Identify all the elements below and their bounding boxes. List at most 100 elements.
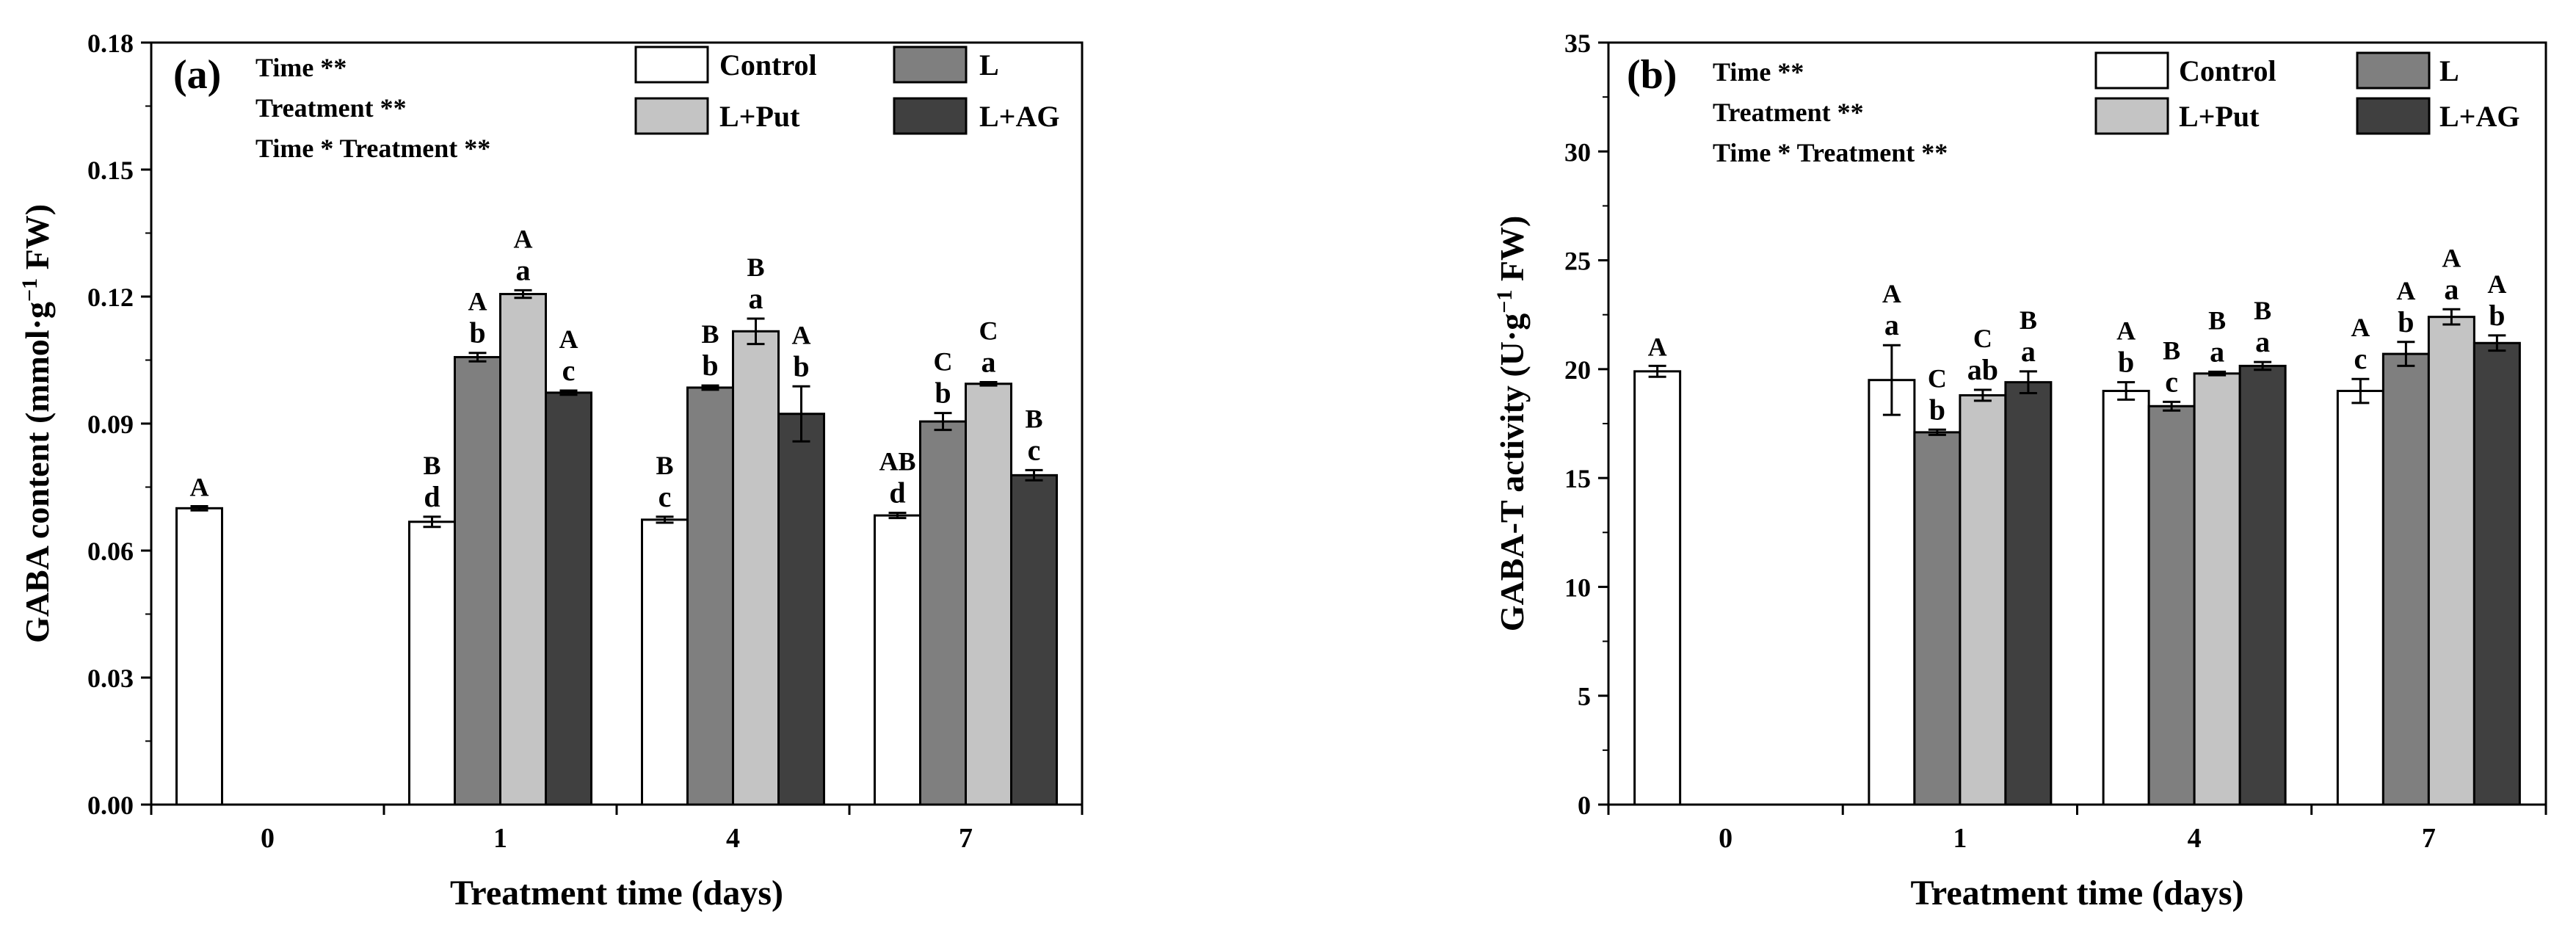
legend-swatch xyxy=(2356,97,2431,135)
panel-a-gaba-content: 0.00 0.03 0.06 0.09 0.12 0.15 0.18 0 1 4 7 Treatmen… xyxy=(18,29,1084,913)
x-tick-label: 4 xyxy=(2188,823,2202,854)
sig-letter-lower: ab xyxy=(1967,353,1998,386)
x-axis-title: Treatment time (days) xyxy=(450,874,783,913)
legend-swatch xyxy=(893,97,968,135)
x-tick-label: 0 xyxy=(261,823,275,854)
y-tick-label: 0.15 xyxy=(87,156,134,185)
bar xyxy=(777,413,825,806)
bar xyxy=(1010,474,1058,806)
sig-letter-lower: b xyxy=(2118,346,2134,379)
legend-swatch xyxy=(2094,51,2169,90)
sig-letter-upper: A xyxy=(1882,279,1901,308)
sig-letter-upper: AB xyxy=(879,447,915,476)
y-tick-label: 25 xyxy=(1564,247,1591,276)
sig-letter-upper: C xyxy=(1973,324,1992,353)
y-tick-label: 5 xyxy=(1578,682,1591,711)
sig-letter-upper: B xyxy=(701,319,719,349)
bar xyxy=(2147,404,2196,806)
y-axis-title-sup: −1 xyxy=(1492,290,1517,313)
bar xyxy=(686,386,734,806)
sig-letter-lower: c xyxy=(658,480,672,513)
sig-letter-lower: b xyxy=(1929,393,1945,426)
y-tick-label: 0.00 xyxy=(87,791,134,820)
bar xyxy=(499,293,547,806)
legend-label: L xyxy=(2439,54,2459,87)
sig-letter-upper: A xyxy=(2442,243,2461,272)
y-tick-label: 10 xyxy=(1564,573,1591,602)
legend-swatch xyxy=(634,46,709,84)
y-tick-label: 0 xyxy=(1578,791,1591,820)
bar xyxy=(1913,431,1962,806)
y-axis-title-suffix: FW) xyxy=(18,204,56,278)
y-axis-title-suffix: FW) xyxy=(1493,216,1531,290)
sig-letter-lower: b xyxy=(2489,299,2505,332)
x-tick-label: 7 xyxy=(2422,823,2436,854)
y-tick-label: 0.12 xyxy=(87,283,134,312)
legend-label: L+AG xyxy=(979,100,1059,133)
y-tick-label: 35 xyxy=(1564,29,1591,58)
legend-swatch xyxy=(2094,97,2169,135)
bar xyxy=(2193,372,2241,806)
legend-label: L+AG xyxy=(2439,100,2519,133)
sig-letter-upper: A xyxy=(468,287,487,316)
legend-label: L+Put xyxy=(2179,100,2260,133)
bar xyxy=(545,391,592,806)
sig-letter-lower: a xyxy=(2255,325,2270,358)
y-tick-label: 30 xyxy=(1564,137,1591,167)
y-tick-label: 0.06 xyxy=(87,537,134,566)
stats-line: Treatment ** xyxy=(1713,98,1864,127)
sig-letter-upper: B xyxy=(2163,335,2180,365)
bar xyxy=(732,330,780,806)
sig-letter-upper: C xyxy=(1928,363,1947,393)
x-tick-label: 1 xyxy=(493,823,507,854)
sig-letter-upper: A xyxy=(190,472,209,501)
sig-letter-upper: A xyxy=(559,324,578,354)
stats-line: Treatment ** xyxy=(255,93,407,123)
sig-letter-lower: b xyxy=(469,316,485,349)
bar xyxy=(2004,381,2053,806)
bar xyxy=(1959,393,2007,806)
y-tick-label: 0.03 xyxy=(87,664,134,693)
sig-letter-upper: B xyxy=(2208,305,2226,335)
sig-letter-lower: d xyxy=(889,476,905,509)
sig-letter-upper: A xyxy=(792,320,811,349)
sig-letter-lower: d xyxy=(424,480,440,513)
sig-letter-lower: c xyxy=(562,354,576,387)
bar xyxy=(965,382,1012,806)
sig-letter-upper: B xyxy=(1025,404,1042,433)
bar xyxy=(408,520,456,806)
bar xyxy=(2427,316,2475,806)
legend-label: Control xyxy=(719,48,817,81)
bar xyxy=(2472,341,2521,806)
sig-letter-lower: a xyxy=(982,345,996,378)
stats-line: Time ** xyxy=(255,53,347,82)
sig-letter-upper: B xyxy=(747,253,764,282)
y-tick-label: 0.18 xyxy=(87,29,134,58)
legend-label: L+Put xyxy=(719,100,800,133)
sig-letter-upper: B xyxy=(423,451,440,480)
sig-letter-upper: B xyxy=(656,451,673,480)
bar xyxy=(919,420,967,806)
bar xyxy=(1868,379,1916,806)
x-tick-label: 4 xyxy=(726,823,740,854)
bar xyxy=(2381,352,2430,806)
sig-letter-lower: c xyxy=(2165,365,2178,398)
sig-letter-lower: b xyxy=(793,349,809,382)
sig-letter-lower: b xyxy=(2398,305,2414,338)
bar xyxy=(2238,364,2287,806)
sig-letter-lower: c xyxy=(1028,433,1041,466)
y-tick-label: 15 xyxy=(1564,464,1591,493)
panel-label: (b) xyxy=(1627,52,1677,98)
y-axis-title-sup: −1 xyxy=(18,278,42,302)
y-axis-title: GABA content (mmol·g−1 FW) xyxy=(18,204,56,643)
bar xyxy=(641,518,689,806)
sig-letter-lower: a xyxy=(2444,272,2459,305)
x-tick-label: 1 xyxy=(1953,823,1967,854)
y-tick-label: 20 xyxy=(1564,355,1591,385)
sig-letter-lower: a xyxy=(2021,335,2036,368)
legend-swatch xyxy=(634,97,709,135)
y-axis-title-main: GABA content (mmol·g xyxy=(18,302,56,643)
sig-letter-upper: A xyxy=(514,224,533,253)
sig-letter-lower: a xyxy=(516,253,531,286)
